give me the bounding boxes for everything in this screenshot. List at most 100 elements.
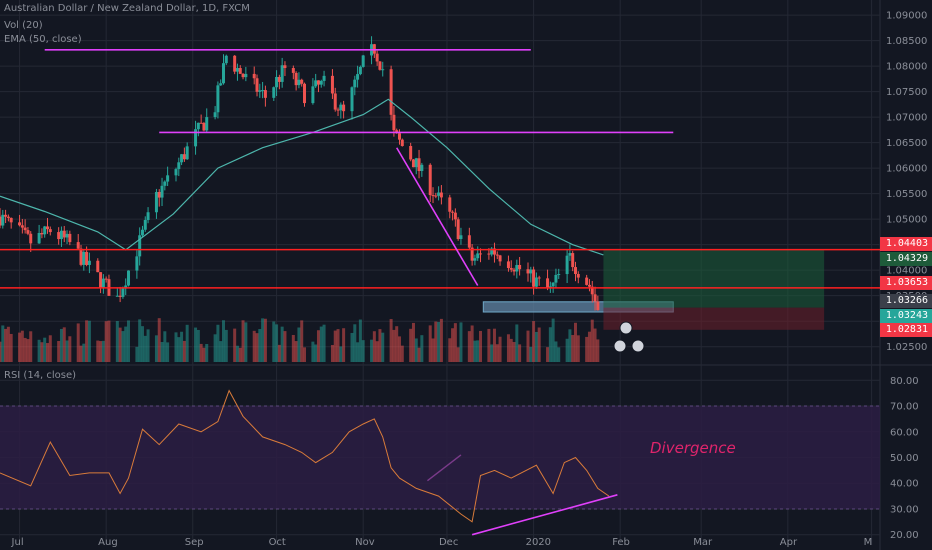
x-tick-label: Feb [612, 537, 630, 548]
price-tick-label: 1.05500 [886, 189, 927, 200]
volume-bar [509, 338, 513, 362]
candle-body [389, 69, 393, 115]
price-tick-label: 1.08500 [886, 36, 927, 47]
candle-body [6, 216, 10, 218]
down-trendline [396, 147, 479, 286]
candle-body [339, 104, 343, 111]
volume-bar [467, 331, 471, 362]
candle-body [350, 87, 354, 112]
volume-bar [182, 340, 186, 362]
candle-body [300, 79, 304, 84]
candle-body [40, 232, 44, 235]
volume-bar [551, 318, 555, 362]
candle-body [154, 192, 158, 213]
volume-bar [506, 334, 510, 362]
ema-line [0, 98, 604, 256]
candle-body [409, 146, 413, 160]
candle-body [319, 80, 323, 85]
rsi-legend: RSI (14, close) [4, 370, 77, 381]
candle-body [378, 61, 382, 70]
candle-body [400, 139, 404, 147]
candle-body [48, 229, 52, 233]
volume-bar [397, 336, 401, 362]
candle-body [57, 232, 61, 240]
price-tick-label: 1.06000 [886, 164, 927, 175]
volume-bar [154, 335, 158, 362]
volume-bar [238, 347, 242, 362]
candle-body [512, 269, 516, 272]
volume-bar [411, 322, 415, 362]
volume-bar [224, 329, 228, 362]
volume-bar [573, 322, 577, 362]
price-label-target: 1.04329 [880, 252, 932, 266]
volume-bar [115, 320, 119, 362]
candle-body [529, 269, 533, 274]
volume-bar [420, 335, 424, 362]
candle-body [118, 295, 122, 297]
volume-bar [68, 336, 72, 362]
candle-body [414, 158, 418, 168]
candle-body [297, 79, 301, 86]
volume-bar [431, 338, 435, 362]
candle-body [272, 87, 276, 98]
candle-body [361, 55, 365, 67]
candle-body [180, 154, 184, 163]
volume-legend: Vol (20) [4, 20, 43, 31]
volume-bar [185, 324, 189, 362]
volume-bar [199, 343, 203, 362]
volume-bar [568, 329, 572, 362]
volume-bar [143, 335, 147, 362]
volume-bar [59, 328, 63, 362]
volume-bar [275, 324, 279, 362]
price-tick-label: 1.07000 [886, 113, 927, 124]
candle-body [473, 258, 477, 261]
volume-bar [333, 330, 337, 362]
candle-body [434, 195, 438, 197]
volume-bar [498, 336, 502, 362]
candle-body [554, 274, 558, 283]
candle-body [235, 68, 239, 72]
candle-body [322, 75, 326, 81]
candle-body [244, 73, 248, 78]
candle-body [392, 114, 396, 131]
volume-bar [26, 339, 30, 362]
volume-bar [205, 343, 209, 362]
candle-body [492, 248, 496, 255]
candle-body [532, 269, 536, 287]
ema-legend: EMA (50, close) [4, 34, 82, 45]
volume-bar [395, 326, 399, 362]
volume-bar [576, 335, 580, 362]
candle-body [261, 90, 265, 92]
rsi-line [0, 389, 610, 523]
rsi-tick-label: 20.00 [890, 530, 919, 541]
rsi-tick-label: 50.00 [890, 453, 919, 464]
candle-body [311, 86, 315, 104]
candle-body [411, 159, 415, 168]
candle-body [37, 232, 41, 244]
volume-bar [160, 342, 164, 362]
candle-body [9, 217, 13, 223]
volume-bar [590, 319, 594, 362]
candle-body [495, 254, 499, 256]
volume-bar [459, 322, 463, 362]
candle-body [182, 154, 186, 160]
x-tick-label: Mar [693, 537, 713, 548]
candle-body [0, 216, 2, 226]
volume-bar [258, 329, 262, 362]
price-tick-label: 1.04000 [886, 266, 927, 277]
rsi-tick-label: 80.00 [890, 376, 919, 387]
volume-bar [554, 341, 558, 362]
event-marker-icon [613, 339, 627, 353]
volume-bar [319, 326, 323, 362]
volume-bar [492, 328, 496, 362]
volume-bar [121, 331, 125, 362]
volume-bar [532, 321, 536, 362]
candle-body [381, 69, 385, 71]
candle-body [43, 226, 47, 235]
volume-bar [565, 338, 569, 362]
volume-bar [448, 338, 452, 362]
volume-bar [65, 340, 69, 362]
candle-body [548, 286, 552, 288]
volume-bar [18, 332, 22, 362]
